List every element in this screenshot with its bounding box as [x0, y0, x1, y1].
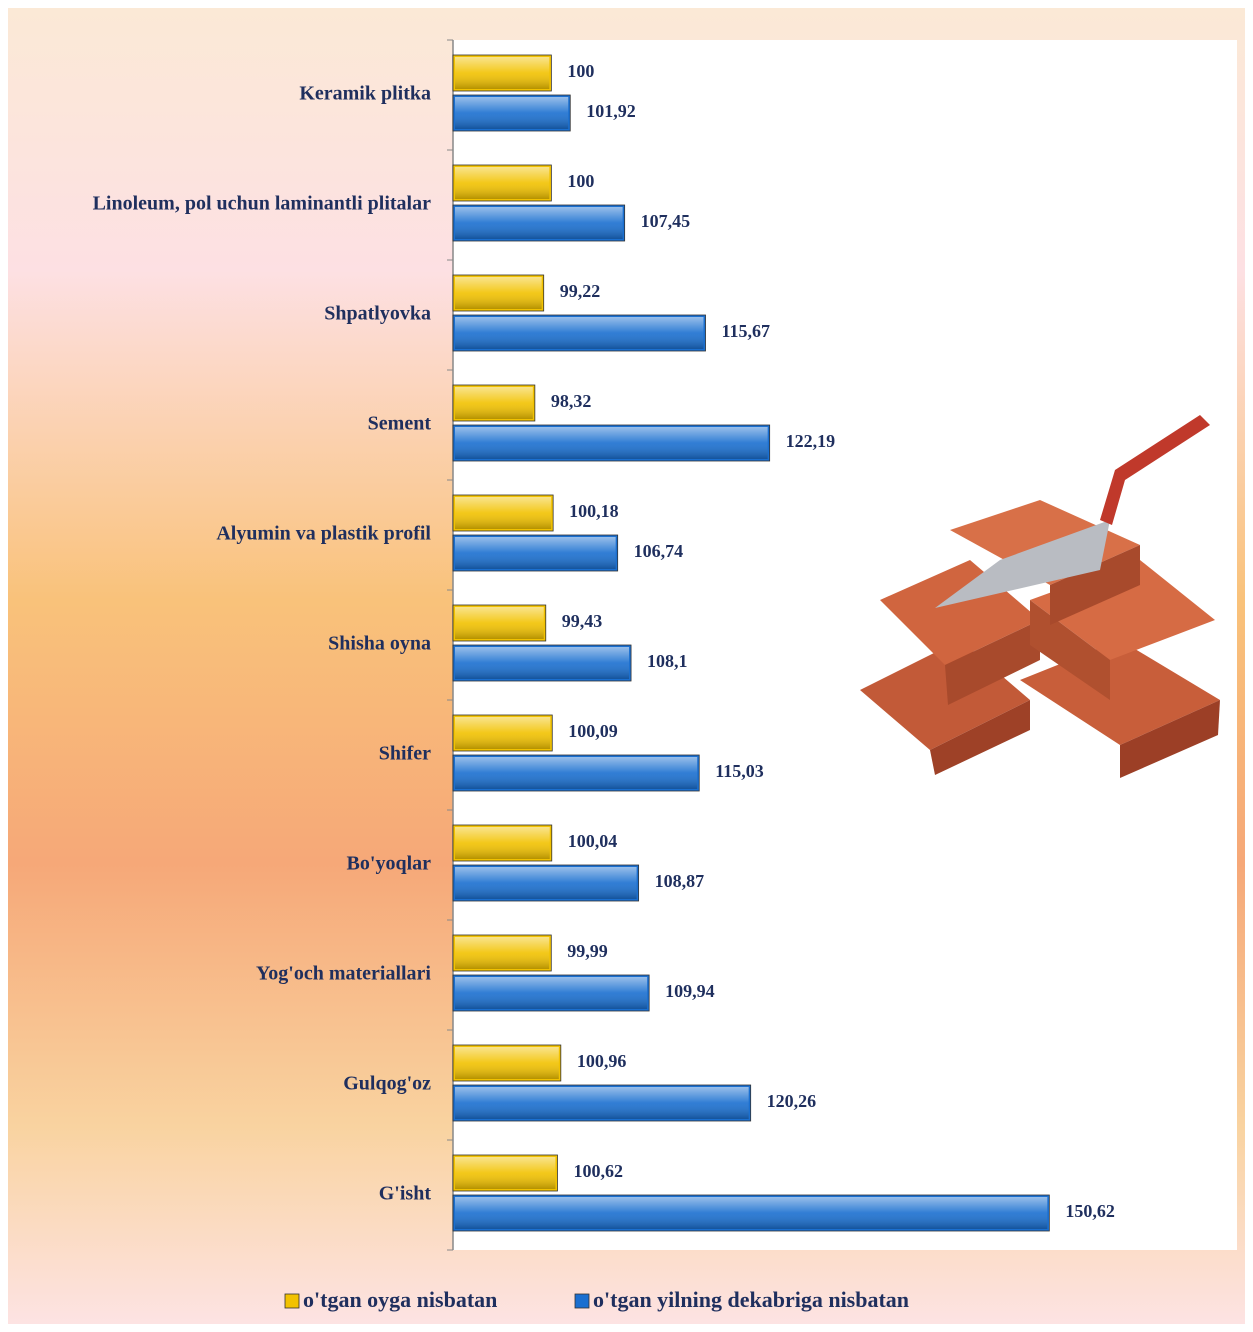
value-label: 108,1 [647, 651, 688, 671]
value-label: 115,03 [715, 761, 764, 781]
bar-shine [455, 427, 768, 459]
bar-shine [455, 167, 550, 199]
category-label: Bo'yoqlar [347, 853, 432, 875]
category-label: G'isht [379, 1183, 432, 1205]
value-label: 98,32 [551, 391, 592, 411]
category-label: Alyumin va plastik profil [216, 523, 431, 545]
bar-shine [455, 1047, 559, 1079]
legend-label: o'tgan oyga nisbatan [303, 1287, 497, 1312]
value-label: 107,45 [641, 211, 691, 231]
value-label: 108,87 [655, 871, 705, 891]
bar-shine [455, 1087, 749, 1119]
legend-swatch [574, 1293, 590, 1309]
value-label: 100 [567, 61, 594, 81]
bar-shine [455, 757, 698, 789]
value-label: 100 [567, 171, 594, 191]
value-label: 150,62 [1065, 1201, 1115, 1221]
bar-shine [455, 977, 648, 1009]
value-label: 100,18 [569, 501, 619, 521]
value-label: 120,26 [767, 1091, 817, 1111]
value-label: 99,99 [567, 941, 608, 961]
category-label: Sement [368, 413, 432, 435]
bar-shine [455, 97, 569, 129]
value-label: 106,74 [634, 541, 684, 561]
bar-shine [455, 277, 542, 309]
bar-shine [455, 647, 630, 679]
bar-shine [455, 607, 544, 639]
legend-swatch [284, 1293, 300, 1309]
category-label: Shpatlyovka [324, 303, 431, 325]
bar-shine [455, 317, 704, 349]
value-label: 101,92 [586, 101, 636, 121]
category-label: Shisha oyna [328, 633, 431, 655]
value-label: 100,04 [568, 831, 618, 851]
bar-shine [455, 827, 550, 859]
bar-shine [455, 937, 550, 969]
category-label: Keramik plitka [299, 83, 431, 105]
value-label: 100,09 [568, 721, 618, 741]
legend-label: o'tgan yilning dekabriga nisbatan [593, 1287, 909, 1312]
category-label: Gulqog'oz [343, 1073, 431, 1095]
value-label: 99,22 [560, 281, 601, 301]
bar-shine [455, 1157, 556, 1189]
bar-shine [455, 57, 550, 89]
bar-shine [455, 387, 533, 419]
bar-shine [455, 717, 551, 749]
bar-shine [455, 207, 623, 239]
category-label: Shifer [379, 743, 431, 765]
category-label: Linoleum, pol uchun laminantli plitalar [93, 193, 432, 215]
bar-shine [455, 537, 616, 569]
bar-shine [455, 1197, 1048, 1229]
bar-shine [455, 497, 552, 529]
value-label: 122,19 [786, 431, 836, 451]
value-label: 115,67 [722, 321, 771, 341]
value-label: 99,43 [562, 611, 603, 631]
value-label: 100,62 [573, 1161, 623, 1181]
value-label: 100,96 [577, 1051, 627, 1071]
value-label: 109,94 [665, 981, 715, 1001]
bricks-illustration [860, 415, 1220, 778]
category-label: Yog'och materiallari [256, 963, 431, 985]
bar-shine [455, 867, 637, 899]
